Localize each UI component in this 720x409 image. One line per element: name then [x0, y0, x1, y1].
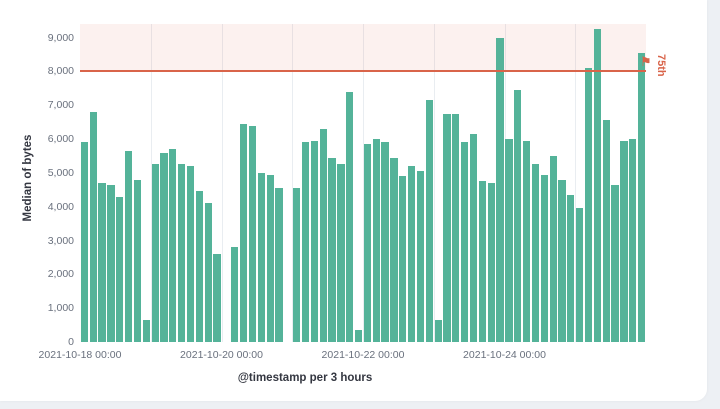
y-tick-label: 6,000 — [47, 133, 74, 146]
gridline-vertical — [363, 24, 364, 342]
x-tick-label: 2021-10-20 00:00 — [180, 349, 263, 361]
bar[interactable] — [540, 174, 548, 342]
bar[interactable] — [399, 176, 407, 342]
bar[interactable] — [319, 128, 327, 342]
bar[interactable] — [496, 37, 504, 342]
x-tick-label: 2021-10-24 00:00 — [463, 349, 546, 361]
bar[interactable] — [558, 179, 566, 342]
bar[interactable] — [266, 174, 274, 342]
bar[interactable] — [142, 320, 150, 342]
bar[interactable] — [452, 113, 460, 342]
gridline-vertical — [221, 24, 223, 342]
threshold-band — [80, 24, 646, 72]
bar[interactable] — [363, 144, 372, 342]
bar[interactable] — [231, 247, 239, 342]
bar[interactable] — [425, 100, 433, 342]
bar[interactable] — [213, 254, 221, 342]
x-axis-title: @timestamp per 3 hours — [237, 372, 373, 384]
bar[interactable] — [381, 142, 389, 342]
bar[interactable] — [629, 139, 637, 342]
bar[interactable] — [469, 133, 478, 342]
bar[interactable] — [98, 183, 106, 342]
bar[interactable] — [169, 149, 177, 342]
bar[interactable] — [257, 172, 265, 342]
bar[interactable] — [372, 139, 380, 342]
bar[interactable] — [337, 164, 345, 342]
bar[interactable] — [620, 140, 628, 342]
bar[interactable] — [293, 188, 301, 342]
bar[interactable] — [107, 184, 115, 342]
gridline-vertical — [292, 24, 294, 342]
bar[interactable] — [434, 320, 442, 342]
gridline-vertical — [433, 24, 435, 342]
bar[interactable] — [151, 164, 159, 342]
y-tick-label: 7,000 — [47, 99, 74, 112]
bar[interactable] — [478, 181, 486, 342]
bar[interactable] — [133, 179, 142, 342]
bar[interactable] — [576, 208, 584, 342]
x-tick-label: 2021-10-22 00:00 — [321, 349, 405, 361]
bar[interactable] — [408, 166, 416, 342]
bar[interactable] — [310, 140, 318, 342]
bar[interactable] — [416, 171, 425, 342]
y-tick-label: 0 — [68, 336, 74, 348]
bar[interactable] — [549, 155, 557, 342]
threshold-label: 75th — [655, 54, 667, 77]
bar[interactable] — [186, 166, 195, 342]
gridline-vertical — [150, 24, 152, 342]
bar[interactable] — [248, 125, 257, 342]
y-tick-label: 3,000 — [47, 234, 74, 247]
bar[interactable] — [160, 152, 168, 342]
bar[interactable] — [593, 29, 601, 342]
bar[interactable] — [178, 164, 186, 342]
bar[interactable] — [89, 111, 97, 342]
bar[interactable] — [487, 183, 495, 342]
plot-area[interactable] — [80, 24, 646, 342]
chart-panel: Median of bytes 0 1,000 2,000 3,000 4,000 5,0… — [0, 0, 707, 401]
bar[interactable] — [275, 188, 283, 342]
y-tick-label: 5,000 — [47, 166, 74, 179]
y-tick-label: 2,000 — [47, 268, 74, 281]
bar[interactable] — [531, 164, 540, 342]
bar[interactable] — [461, 142, 469, 342]
bar[interactable] — [354, 330, 363, 342]
bar[interactable] — [346, 91, 354, 342]
bar[interactable] — [611, 184, 619, 342]
gridline-vertical — [575, 24, 577, 342]
bar[interactable] — [125, 150, 133, 342]
bar[interactable] — [204, 203, 212, 342]
bar[interactable] — [301, 142, 310, 342]
y-tick-label: 1,000 — [47, 302, 74, 315]
bar[interactable] — [116, 196, 124, 342]
y-tick-label: 4,000 — [47, 200, 74, 213]
bar[interactable] — [390, 157, 398, 342]
bar[interactable] — [195, 191, 203, 342]
gridline-vertical — [504, 24, 506, 342]
bar[interactable] — [328, 157, 336, 342]
bar[interactable] — [602, 120, 610, 342]
bar[interactable] — [637, 52, 646, 342]
bar[interactable] — [584, 67, 593, 342]
threshold-flag-icon: ⚑ — [640, 54, 652, 70]
bar[interactable] — [443, 113, 451, 342]
bar[interactable] — [522, 140, 531, 342]
bar[interactable] — [239, 123, 248, 342]
bar[interactable] — [567, 194, 575, 342]
bar[interactable] — [505, 139, 513, 342]
bar[interactable] — [514, 89, 522, 342]
threshold-line — [80, 70, 646, 73]
y-tick-label: 8,000 — [47, 65, 74, 78]
bar[interactable] — [80, 142, 89, 342]
x-tick-label: 2021-10-18 00:00 — [38, 349, 122, 361]
y-tick-label: 9,000 — [47, 31, 74, 44]
